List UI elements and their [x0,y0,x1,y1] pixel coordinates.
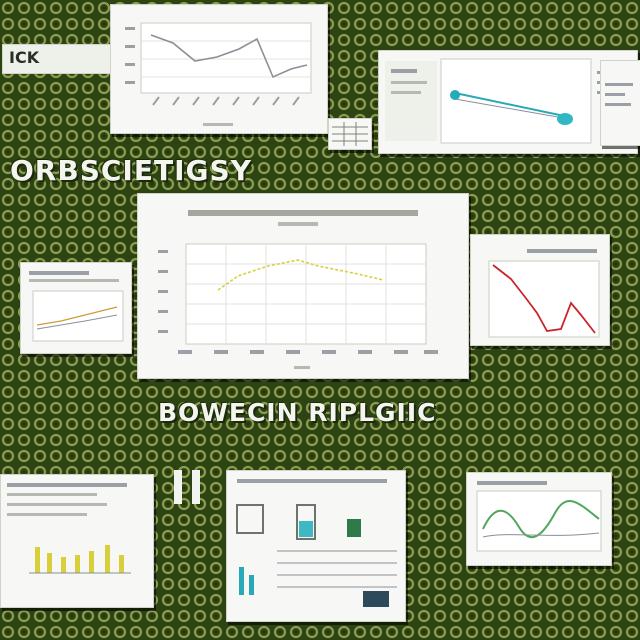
corner-tag: ICK [2,44,114,74]
yellow-bar-chart [7,483,131,574]
card-top-line-chart [110,4,328,134]
card-left-chart [20,262,132,354]
left-line-chart [29,271,124,342]
headline-top: ORBSCIETIGSY [10,154,252,187]
main-line-chart [158,210,438,369]
assorted-diagram [236,479,397,607]
point-start [450,90,460,100]
card-small-table [328,118,372,150]
series-yellow [217,259,384,291]
point-end [557,113,573,125]
table-thumbnail [332,122,368,146]
bars [35,545,124,573]
card-main-chart [137,193,469,379]
series-line [150,34,308,79]
teal-line-chart [385,58,631,144]
card-bottom-center-panel [226,470,406,622]
card-bottom-right-wave [466,472,612,566]
doc-lines [605,83,633,106]
line-chart-grey [125,22,312,126]
tools-icon [174,470,200,504]
green-wave-chart [476,481,602,552]
card-bottom-left-bars [0,474,154,608]
card-right-edge-doc [600,60,640,146]
series-red [492,264,596,334]
red-line-chart [488,249,600,338]
card-top-right-teal-chart [378,50,638,154]
headline-middle: BOWECIN RIPLGIIC [158,398,437,427]
card-right-red-chart [470,234,610,346]
